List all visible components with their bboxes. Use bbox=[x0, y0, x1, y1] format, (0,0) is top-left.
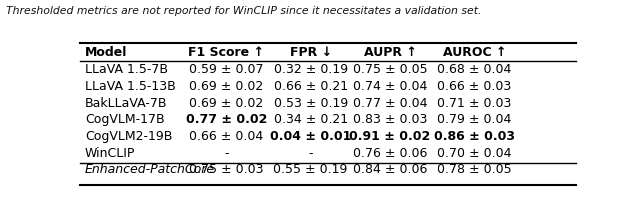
Text: 0.75 ± 0.05: 0.75 ± 0.05 bbox=[353, 63, 428, 76]
Text: CogVLM2-19B: CogVLM2-19B bbox=[85, 130, 172, 143]
Text: 0.55 ± 0.19: 0.55 ± 0.19 bbox=[273, 163, 348, 176]
Text: 0.34 ± 0.21: 0.34 ± 0.21 bbox=[273, 113, 348, 126]
Text: LLaVA 1.5-13B: LLaVA 1.5-13B bbox=[85, 80, 176, 93]
Text: 0.83 ± 0.03: 0.83 ± 0.03 bbox=[353, 113, 427, 126]
Text: 0.66 ± 0.21: 0.66 ± 0.21 bbox=[273, 80, 348, 93]
Text: Thresholded metrics are not reported for WinCLIP since it necessitates a validat: Thresholded metrics are not reported for… bbox=[6, 6, 482, 16]
Text: 0.69 ± 0.02: 0.69 ± 0.02 bbox=[189, 97, 264, 110]
Text: CogVLM-17B: CogVLM-17B bbox=[85, 113, 164, 126]
Text: 0.77 ± 0.04: 0.77 ± 0.04 bbox=[353, 97, 428, 110]
Text: 0.74 ± 0.04: 0.74 ± 0.04 bbox=[353, 80, 427, 93]
Text: AUROC ↑: AUROC ↑ bbox=[443, 46, 506, 59]
Text: F1 Score ↑: F1 Score ↑ bbox=[188, 46, 264, 59]
Text: 0.75 ± 0.03: 0.75 ± 0.03 bbox=[189, 163, 264, 176]
Text: FPR ↓: FPR ↓ bbox=[289, 46, 332, 59]
Text: 0.76 ± 0.06: 0.76 ± 0.06 bbox=[353, 147, 427, 160]
Text: LLaVA 1.5-7B: LLaVA 1.5-7B bbox=[85, 63, 168, 76]
Text: Enhanced-PatchCore: Enhanced-PatchCore bbox=[85, 163, 215, 176]
Text: 0.77 ± 0.02: 0.77 ± 0.02 bbox=[186, 113, 267, 126]
Text: WinCLIP: WinCLIP bbox=[85, 147, 135, 160]
Text: 0.78 ± 0.05: 0.78 ± 0.05 bbox=[437, 163, 511, 176]
Text: 0.53 ± 0.19: 0.53 ± 0.19 bbox=[273, 97, 348, 110]
Text: 0.68 ± 0.04: 0.68 ± 0.04 bbox=[437, 63, 511, 76]
Text: -: - bbox=[224, 147, 228, 160]
Text: 0.59 ± 0.07: 0.59 ± 0.07 bbox=[189, 63, 264, 76]
Text: -: - bbox=[308, 147, 313, 160]
Text: 0.91 ± 0.02: 0.91 ± 0.02 bbox=[349, 130, 431, 143]
Text: 0.79 ± 0.04: 0.79 ± 0.04 bbox=[437, 113, 511, 126]
Text: 0.32 ± 0.19: 0.32 ± 0.19 bbox=[273, 63, 348, 76]
Text: 0.70 ± 0.04: 0.70 ± 0.04 bbox=[437, 147, 511, 160]
Text: Model: Model bbox=[85, 46, 127, 59]
Text: 0.86 ± 0.03: 0.86 ± 0.03 bbox=[434, 130, 515, 143]
Text: 0.84 ± 0.06: 0.84 ± 0.06 bbox=[353, 163, 427, 176]
Text: 0.66 ± 0.04: 0.66 ± 0.04 bbox=[189, 130, 264, 143]
Text: AUPR ↑: AUPR ↑ bbox=[364, 46, 417, 59]
Text: BakLLaVA-7B: BakLLaVA-7B bbox=[85, 97, 168, 110]
Text: 0.66 ± 0.03: 0.66 ± 0.03 bbox=[437, 80, 511, 93]
Text: 0.71 ± 0.03: 0.71 ± 0.03 bbox=[437, 97, 511, 110]
Text: 0.04 ± 0.01: 0.04 ± 0.01 bbox=[270, 130, 351, 143]
Text: 0.69 ± 0.02: 0.69 ± 0.02 bbox=[189, 80, 264, 93]
